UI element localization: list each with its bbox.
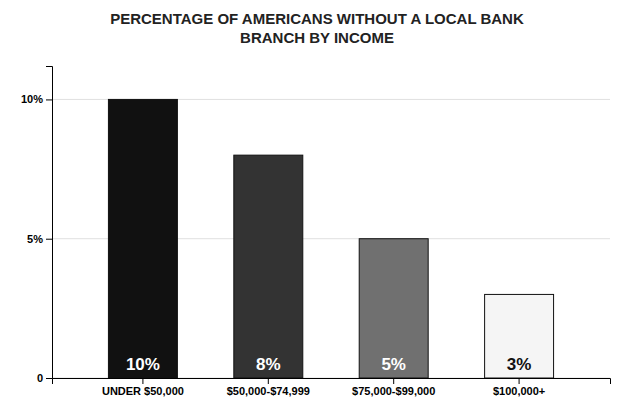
y-tick-mark <box>46 378 52 379</box>
y-tick: 10% <box>21 93 52 105</box>
y-tick-label: 10% <box>21 93 43 105</box>
y-tick: 0 <box>37 372 52 384</box>
y-tick-label: 0 <box>37 372 43 384</box>
title-line: BRANCH BY INCOME <box>240 29 394 46</box>
title: PERCENTAGE OF AMERICANS WITHOUT A LOCAL … <box>110 10 524 46</box>
x-tick: $75,000-$99,000 <box>352 378 435 397</box>
data-labels: 10% 8% 5% 3% <box>126 355 531 374</box>
data-label: 5% <box>381 355 406 374</box>
x-tick-mark <box>393 378 394 384</box>
x-tick-label: $50,000-$74,999 <box>227 385 310 397</box>
bars <box>108 99 553 378</box>
bar <box>234 155 303 378</box>
y-tick-mark <box>46 99 52 100</box>
y-tick-label: 5% <box>27 233 43 245</box>
x-tick-label: $75,000-$99,000 <box>352 385 435 397</box>
x-tick-mark <box>268 378 269 384</box>
x-tick-label: $100,000+ <box>493 385 545 397</box>
x-tick: $50,000-$74,999 <box>227 378 310 397</box>
y-tick-mark <box>46 239 52 240</box>
plot: 0 5% 10% UNDER $50,000 $50,000-$74,999 $75,00… <box>21 67 611 397</box>
data-label: 8% <box>256 355 281 374</box>
bar <box>359 239 428 378</box>
x-tick-mark <box>519 378 520 384</box>
data-label: 10% <box>126 355 160 374</box>
bar <box>108 99 177 378</box>
x-axis-line <box>53 379 611 385</box>
y-axis: 0 5% 10% <box>21 67 53 385</box>
bar <box>485 294 554 378</box>
x-axis: UNDER $50,000 $50,000-$74,999 $75,000-$99,… <box>53 378 611 397</box>
x-tick: UNDER $50,000 <box>102 378 184 397</box>
y-tick: 5% <box>27 233 52 245</box>
y-axis-line <box>46 67 53 379</box>
x-tick: $100,000+ <box>493 378 545 397</box>
chart: PERCENTAGE OF AMERICANS WITHOUT A LOCAL … <box>0 0 634 418</box>
x-tick-mark <box>142 378 143 384</box>
title-line: PERCENTAGE OF AMERICANS WITHOUT A LOCAL … <box>110 10 524 27</box>
data-label: 3% <box>507 355 532 374</box>
grid <box>52 99 610 378</box>
x-tick-label: UNDER $50,000 <box>102 385 184 397</box>
